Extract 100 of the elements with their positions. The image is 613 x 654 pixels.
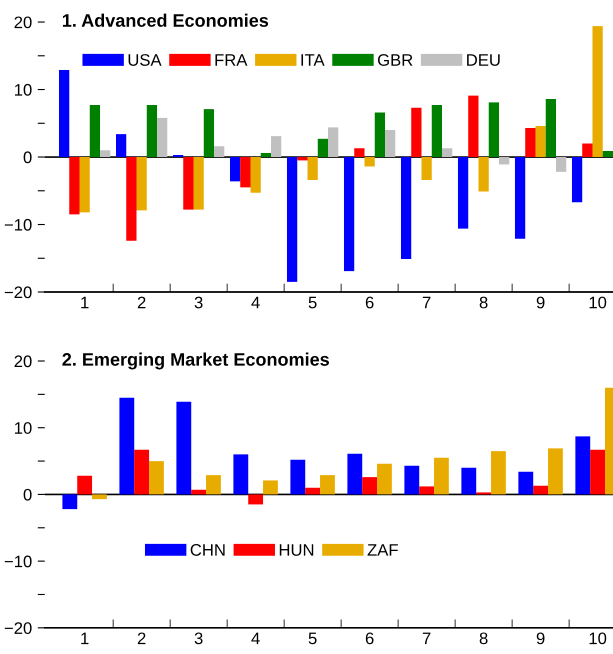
bar [491,451,506,494]
y-tick-label: 20 [14,355,32,368]
bar [308,157,318,180]
y-tick-label: 0 [24,488,32,501]
x-tick-label: 9 [536,296,544,308]
legend-label: DEU [467,54,500,66]
bar [260,152,272,158]
bar [602,150,613,158]
bar [400,157,412,259]
x-tick-label: 1 [81,296,88,308]
bar [286,157,298,282]
bar [290,460,306,494]
bar [525,128,536,158]
bar [354,148,364,158]
bar [344,157,354,272]
y-tick-label: 0 [24,151,32,164]
bar [191,490,206,494]
y-tick-label: −20 [4,286,32,298]
bar [134,450,150,494]
bar [240,157,251,188]
bar [271,136,282,158]
bar [432,105,442,158]
bar [575,436,590,494]
bar [136,157,147,210]
x-tick-label: 3 [194,632,203,644]
bar [194,157,204,210]
y-tick-label: 20 [14,16,32,28]
bar [146,105,158,158]
bar [468,96,478,158]
bar [248,494,264,504]
bar [582,144,592,158]
bar [80,157,90,212]
legend-label: ZAF [368,544,398,556]
y-tick-label: −10 [4,218,32,231]
bar [233,454,248,494]
bar [183,157,194,210]
bar [328,127,338,158]
x-tick-label: 4 [251,632,260,644]
bar [90,105,100,158]
chart-title: 2. Emerging Market Economies [62,352,329,370]
x-tick-label: 7 [422,296,430,308]
x-tick-label: 8 [480,296,488,308]
bar [318,138,328,158]
bar [149,461,164,494]
bar [362,477,378,494]
bar [421,157,432,180]
bar [230,157,240,182]
x-tick-label: 2 [138,632,146,644]
legend-label: HUN [280,544,314,556]
bar [62,494,78,510]
bar [556,157,566,172]
x-tick-label: 2 [138,296,146,308]
bar [488,102,500,158]
bar [204,109,214,158]
bar [206,475,221,494]
bar [69,157,80,214]
x-tick-label: 3 [194,296,203,308]
x-tick-label: 5 [308,296,317,308]
y-tick-label: −20 [4,622,32,634]
bar [442,148,452,158]
y-tick-label: 10 [14,422,32,434]
bar [100,150,110,158]
bar [461,468,476,494]
legend-label: CHN [190,544,225,556]
x-tick-label: 10 [590,632,606,644]
y-tick-label: 10 [14,84,32,96]
bar [572,157,582,202]
x-tick-label: 8 [480,632,488,644]
x-tick-label: 5 [308,632,317,644]
x-tick-label: 10 [590,296,606,308]
bar [548,448,563,494]
bar [116,134,126,158]
bar [320,475,335,494]
bar [478,157,489,192]
bar [533,486,548,494]
x-tick-label: 1 [81,632,88,644]
legend-label: FRA [215,54,248,66]
x-tick-label: 6 [366,296,374,308]
bar [364,157,375,166]
bar [546,98,556,158]
bar [347,454,362,494]
bar [126,157,137,241]
bar [374,112,386,158]
bar [92,494,107,500]
bar [592,26,603,158]
bar [157,118,168,158]
legend-label: USA [128,54,162,66]
bar [214,146,224,158]
bar [385,130,396,158]
bar [535,126,546,158]
bar [404,466,420,494]
bar [297,157,308,160]
bar [499,157,510,164]
bar [411,108,422,158]
bar [458,157,468,229]
x-tick-label: 6 [366,632,374,644]
bar [77,476,92,494]
bar [419,486,434,494]
bar [176,402,192,494]
x-tick-label: 4 [251,296,260,308]
